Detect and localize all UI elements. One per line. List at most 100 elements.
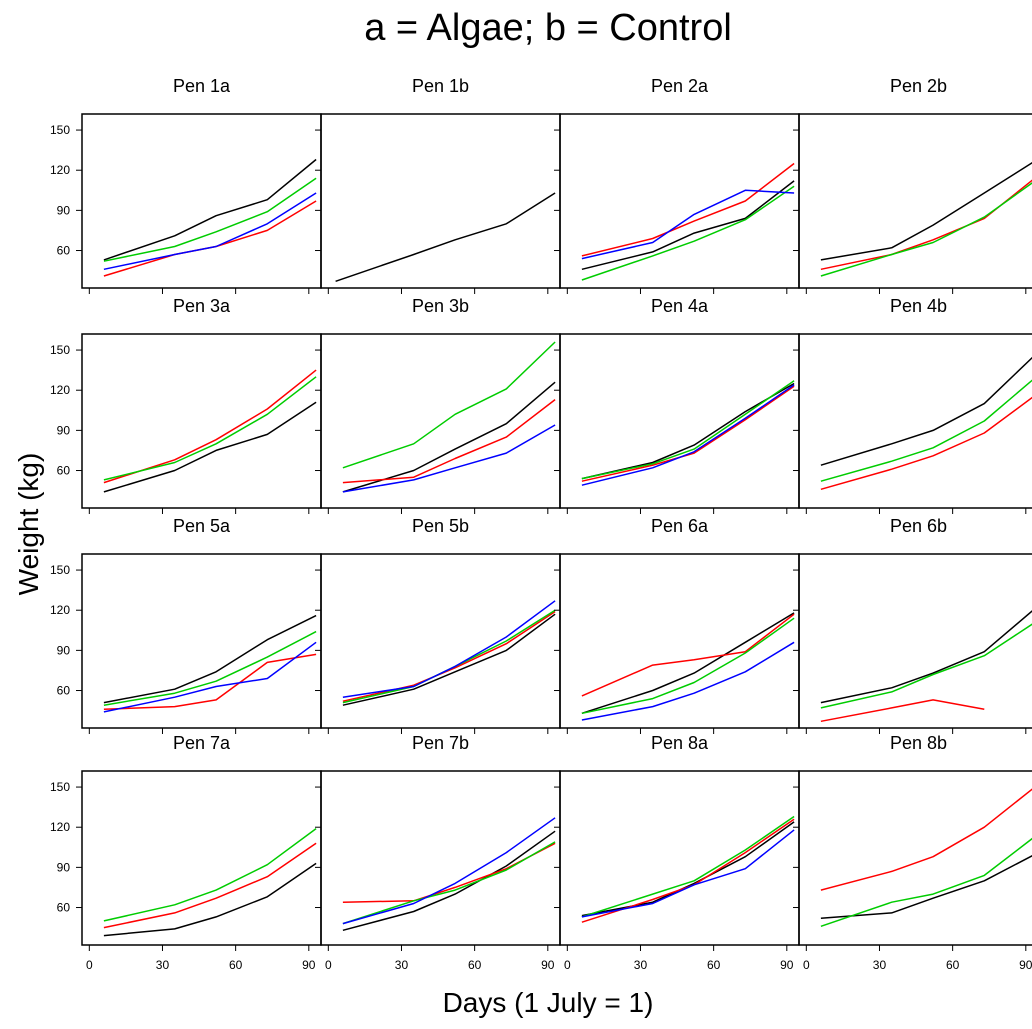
series-line xyxy=(581,617,795,715)
y-tick-label: 150 xyxy=(50,343,70,357)
x-tick-label: 90 xyxy=(541,958,555,972)
series-line xyxy=(342,399,556,484)
panel-label: Pen 8a xyxy=(651,733,709,753)
y-axis-label: Weight (kg) xyxy=(13,453,44,596)
series-line xyxy=(581,613,795,697)
y-tick-label: 90 xyxy=(57,860,71,874)
series-line xyxy=(342,841,556,925)
panel-frame xyxy=(81,333,322,509)
panel-frame xyxy=(320,113,561,289)
panel: Pen 2b xyxy=(793,76,1032,294)
y-tick-label: 120 xyxy=(50,383,70,397)
series-line xyxy=(820,855,1032,919)
y-tick-label: 60 xyxy=(57,244,71,258)
panel-label: Pen 7b xyxy=(412,733,469,753)
panel-label: Pen 6b xyxy=(890,516,947,536)
y-tick-label: 120 xyxy=(50,820,70,834)
panel: Pen 5b xyxy=(315,516,561,734)
series-line xyxy=(581,180,795,271)
series-line xyxy=(581,385,795,482)
panel-frame xyxy=(559,770,800,946)
y-tick-label: 150 xyxy=(50,123,70,137)
chart-title: a = Algae; b = Control xyxy=(364,7,732,49)
series-line xyxy=(581,829,795,918)
series-line xyxy=(103,158,317,261)
series-line xyxy=(335,192,556,283)
panel-frame xyxy=(81,113,322,289)
series-line xyxy=(820,699,985,723)
series-line xyxy=(103,641,317,713)
series-line xyxy=(820,610,1032,704)
series-line xyxy=(581,185,795,281)
series-line xyxy=(103,842,317,929)
series-line xyxy=(342,613,556,706)
series-line xyxy=(103,653,317,711)
series-line xyxy=(103,630,317,706)
panel-frame xyxy=(798,770,1032,946)
series-line xyxy=(342,600,556,698)
panel-label: Pen 3b xyxy=(412,296,469,316)
x-tick-label: 30 xyxy=(873,958,887,972)
panel: Pen 7a 60 90 120 150 0 30 60 90 xyxy=(50,733,322,972)
panel-label: Pen 5a xyxy=(173,516,231,536)
panel-label: Pen 5b xyxy=(412,516,469,536)
x-tick-label: 60 xyxy=(468,958,482,972)
series-line xyxy=(581,612,795,715)
series-line xyxy=(820,182,1032,277)
series-line xyxy=(581,815,795,918)
series-line xyxy=(103,192,317,271)
panel-frame xyxy=(798,553,1032,729)
panel-frame xyxy=(81,770,322,946)
panel: Pen 4a xyxy=(554,296,800,514)
panel-label: Pen 4a xyxy=(651,296,709,316)
y-tick-label: 120 xyxy=(50,163,70,177)
x-tick-label: 90 xyxy=(1019,958,1032,972)
panel: Pen 6a xyxy=(554,516,800,734)
y-tick-label: 60 xyxy=(57,684,71,698)
series-line xyxy=(342,381,556,493)
x-tick-label: 30 xyxy=(156,958,170,972)
panel: Pen 1a 60 90 120 150 xyxy=(50,76,322,294)
series-line xyxy=(820,356,1032,466)
panel: Pen 8a 0 30 60 90 xyxy=(554,733,800,972)
series-line xyxy=(342,817,556,925)
panel: Pen 2a xyxy=(554,76,800,294)
series-line xyxy=(103,862,317,937)
y-tick-label: 60 xyxy=(57,464,71,478)
panel: Pen 7b 0 30 60 90 xyxy=(315,733,561,972)
series-line xyxy=(103,369,317,484)
series-line xyxy=(342,424,556,493)
panel: Pen 4b xyxy=(793,296,1032,514)
x-tick-label: 0 xyxy=(564,958,571,972)
series-line xyxy=(103,177,317,262)
series-line xyxy=(820,623,1032,709)
panel-frame xyxy=(798,113,1032,289)
y-tick-label: 90 xyxy=(57,423,71,437)
y-tick-label: 90 xyxy=(57,203,71,217)
y-tick-label: 60 xyxy=(57,901,71,915)
panel-label: Pen 2b xyxy=(890,76,947,96)
series-line xyxy=(820,379,1032,482)
series-line xyxy=(342,341,556,469)
series-line xyxy=(581,384,795,486)
panel-label: Pen 4b xyxy=(890,296,947,316)
panel: Pen 8b 0 30 60 90 xyxy=(793,733,1032,972)
panel-label: Pen 8b xyxy=(890,733,947,753)
panel: Pen 3b xyxy=(315,296,561,514)
series-line xyxy=(581,821,795,917)
panel-frame xyxy=(559,113,800,289)
series-line xyxy=(342,830,556,932)
series-line xyxy=(342,842,556,903)
panel-label: Pen 1b xyxy=(412,76,469,96)
series-line xyxy=(103,614,317,704)
series-line xyxy=(103,401,317,493)
series-line xyxy=(581,382,795,480)
series-line xyxy=(820,396,1032,491)
series-line xyxy=(820,788,1032,891)
series-line xyxy=(581,162,795,257)
y-tick-label: 150 xyxy=(50,780,70,794)
x-tick-label: 30 xyxy=(395,958,409,972)
x-tick-label: 60 xyxy=(707,958,721,972)
x-tick-label: 90 xyxy=(302,958,316,972)
